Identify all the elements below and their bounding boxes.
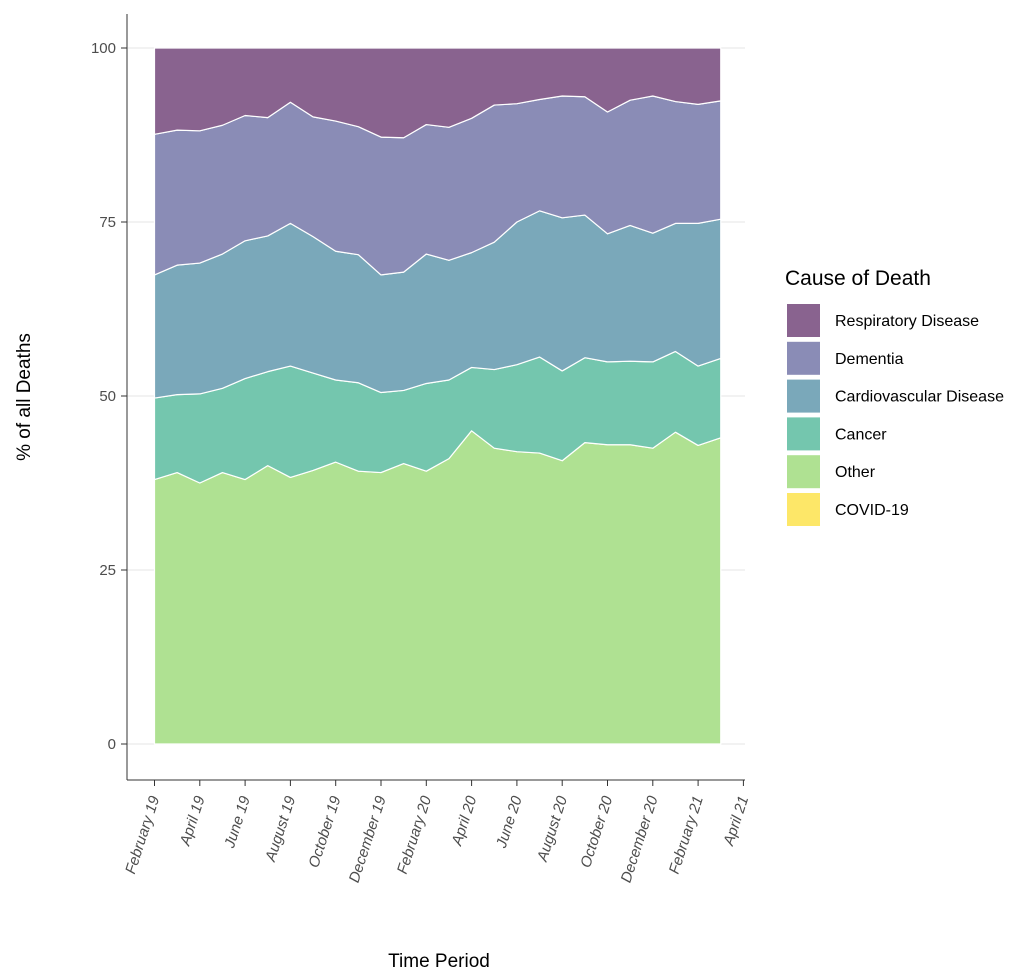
x-tick-label: June 19 (221, 793, 254, 851)
x-tick-label: August 20 (534, 793, 572, 864)
x-tick-label: June 20 (493, 793, 526, 851)
legend-swatch (787, 455, 820, 489)
x-tick-label: October 20 (577, 793, 616, 869)
legend-swatch (787, 417, 820, 451)
legend-title: Cause of Death (785, 267, 931, 290)
legend-label: Cancer (835, 426, 887, 443)
legend-label: COVID-19 (835, 502, 909, 519)
legend-label: Other (835, 464, 876, 481)
y-tick-label: 25 (99, 562, 116, 579)
x-tick-label: October 19 (305, 793, 344, 869)
axes (126, 14, 745, 781)
x-tick-label: February 21 (666, 794, 707, 876)
legend-label: Cardiovascular Disease (835, 389, 1004, 406)
legend-label: Respiratory Disease (835, 313, 979, 330)
x-tick-label: December 19 (346, 793, 390, 885)
x-tick-label: April 21 (720, 794, 752, 849)
x-ticks: February 19 April 19 June 19 August 19 Octob… (122, 780, 752, 885)
legend: Cause of Death Respiratory Disease Dement… (785, 267, 1004, 526)
x-tick-label: April 20 (448, 793, 480, 848)
area-series (153, 47, 722, 745)
x-axis-title: Time Period (388, 951, 490, 971)
legend-label: Dementia (835, 351, 904, 368)
x-tick-label: December 20 (618, 793, 662, 885)
legend-swatch (787, 493, 820, 526)
y-tick-label: 100 (91, 40, 116, 57)
legend-swatch (787, 304, 820, 337)
x-tick-label: February 20 (394, 793, 435, 876)
x-tick-label: August 19 (262, 793, 300, 864)
x-tick-label: February 19 (122, 793, 163, 876)
y-ticks: 0 25 50 75 100 (91, 40, 127, 753)
y-tick-label: 0 (108, 736, 116, 753)
y-tick-label: 75 (99, 214, 116, 231)
legend-swatch (787, 379, 820, 413)
x-tick-label: April 19 (176, 793, 208, 848)
area-respiratory-disease (153, 47, 722, 139)
legend-swatch (787, 341, 820, 375)
legend-items: Respiratory Disease Dementia Cardiovascula… (787, 304, 1004, 526)
y-tick-label: 50 (99, 388, 116, 405)
y-axis-title: % of all Deaths (14, 333, 35, 461)
